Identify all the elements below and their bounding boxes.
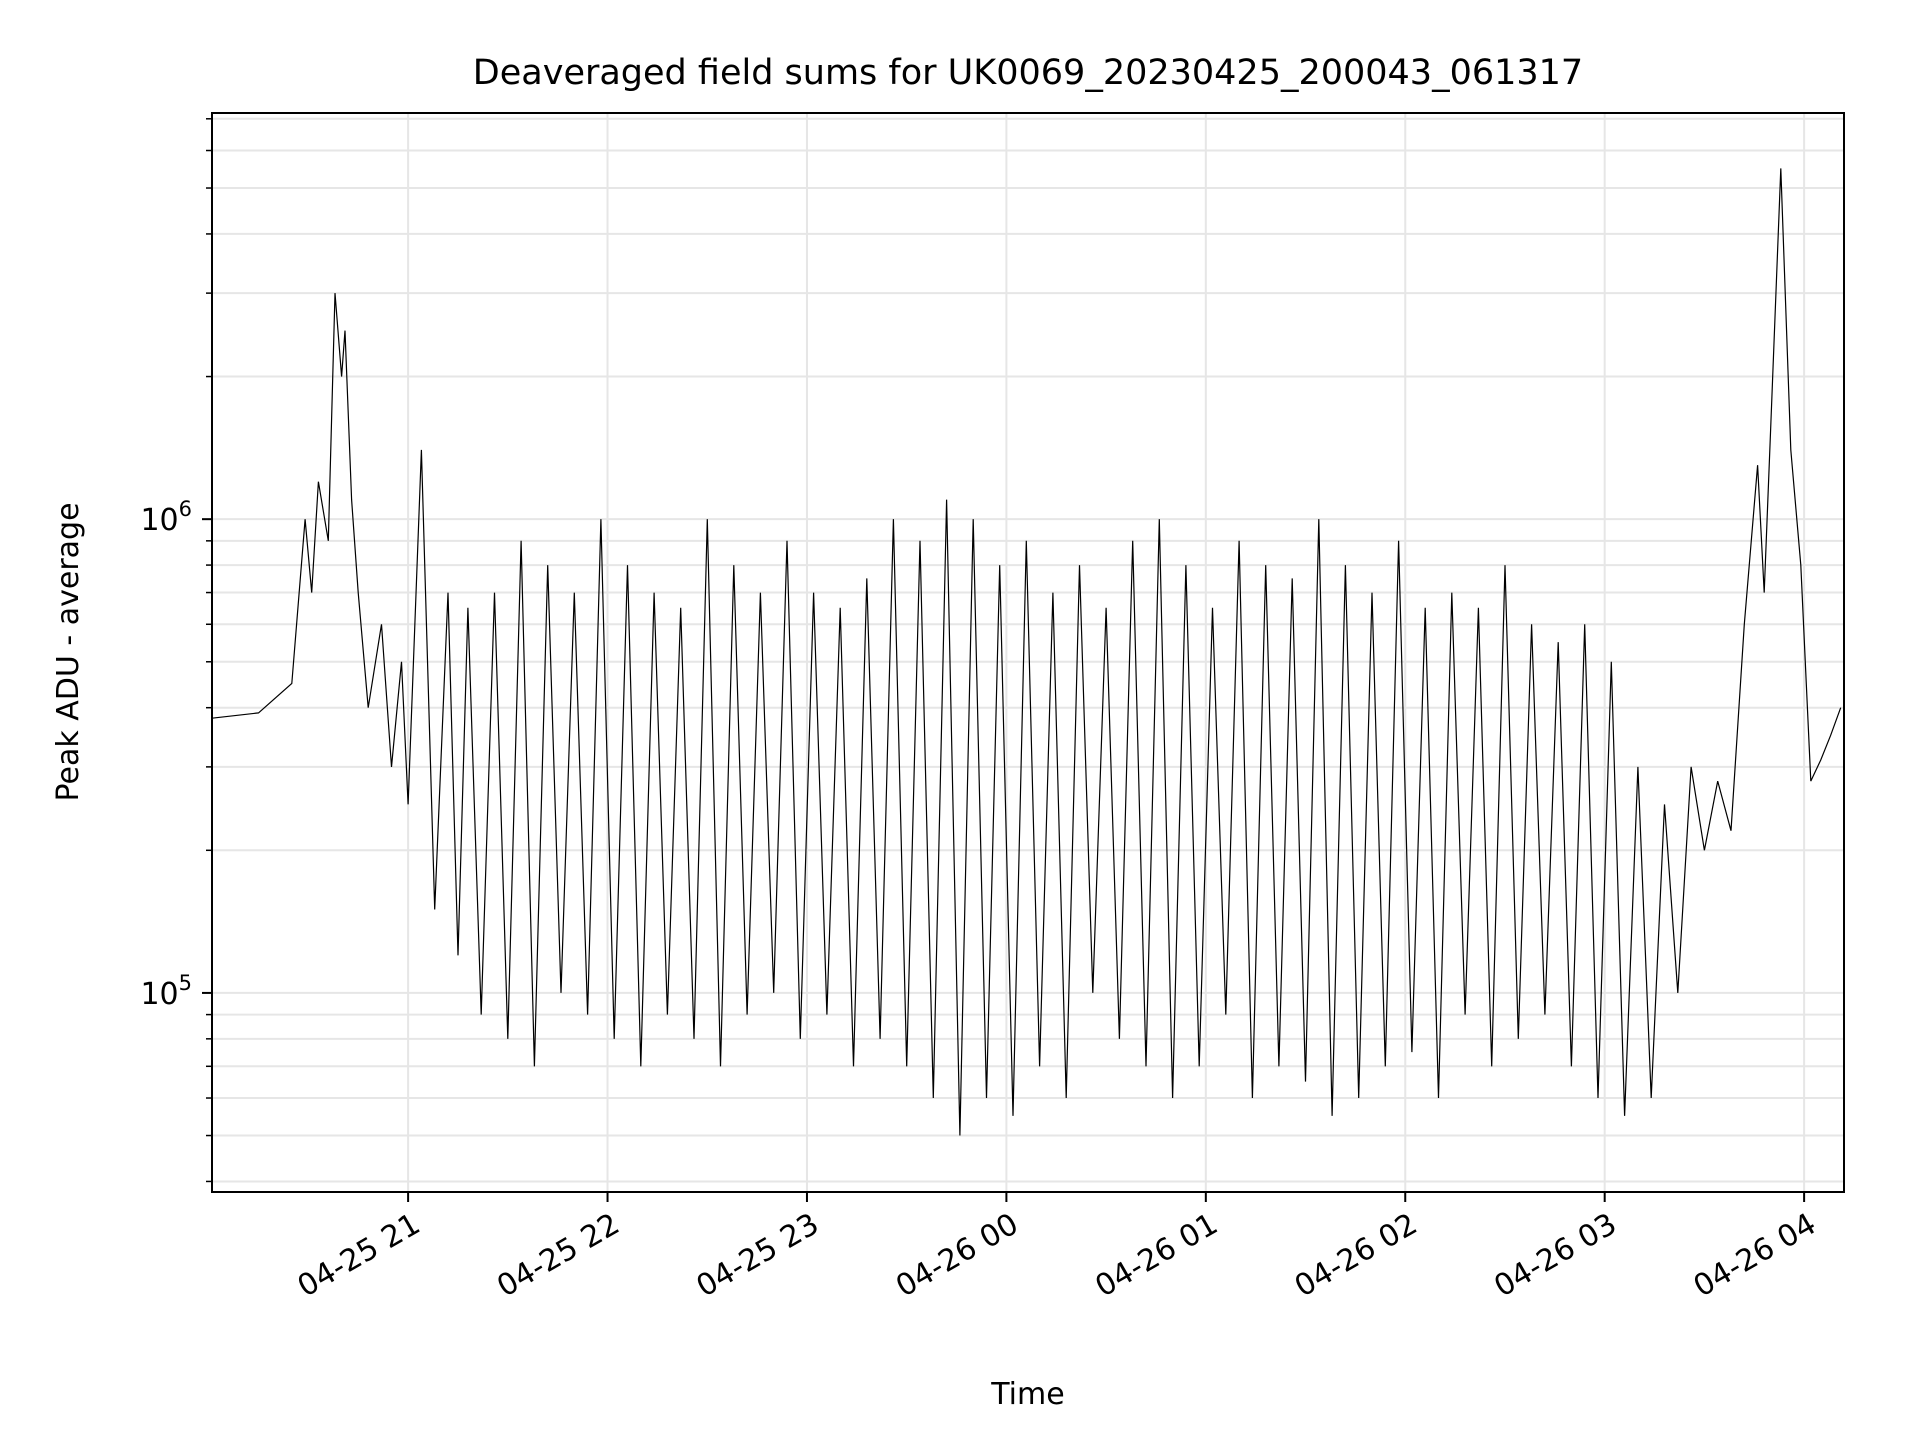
y-tick-label: 105 bbox=[140, 971, 192, 1012]
axes: 105 106 04-25 21 04-25 22 04-25 23 04-26 00 04… bbox=[140, 118, 1822, 1305]
x-tick-label: 04-26 02 bbox=[1289, 1207, 1423, 1305]
x-tick-label: 04-26 03 bbox=[1488, 1207, 1622, 1305]
y-tick-label: 106 bbox=[140, 497, 192, 538]
x-tick-label: 04-26 04 bbox=[1688, 1207, 1822, 1305]
x-tick-label: 04-26 01 bbox=[1090, 1207, 1224, 1305]
x-tick-label: 04-25 23 bbox=[691, 1207, 825, 1305]
grid bbox=[212, 113, 1844, 1192]
x-tick-label: 04-26 00 bbox=[890, 1207, 1024, 1305]
x-axis-label: Time bbox=[990, 1377, 1064, 1412]
y-axis-label: Peak ADU - average bbox=[51, 502, 86, 801]
plot-frame bbox=[211, 112, 1845, 1193]
series-line bbox=[211, 168, 1842, 1136]
x-tick-label: 04-25 22 bbox=[491, 1207, 625, 1305]
x-tick-label: 04-25 21 bbox=[292, 1207, 426, 1305]
chart-title: Deaveraged field sums for UK0069_2023042… bbox=[473, 53, 1583, 93]
